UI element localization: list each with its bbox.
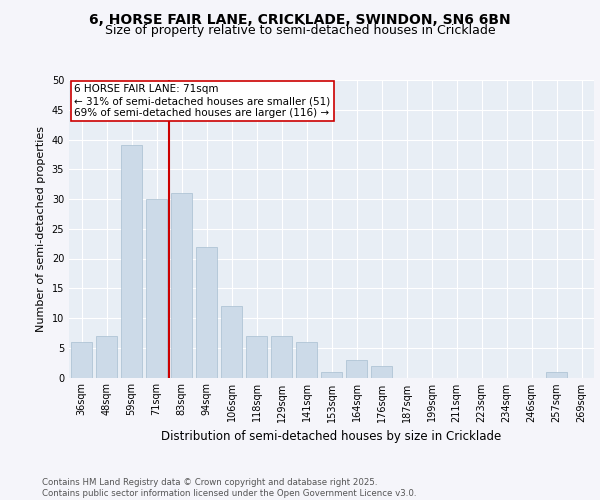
Bar	[371, 366, 392, 378]
Bar	[346, 360, 367, 378]
Y-axis label: Number of semi-detached properties: Number of semi-detached properties	[36, 126, 46, 332]
Bar	[221, 306, 242, 378]
Bar	[146, 199, 167, 378]
Bar	[546, 372, 567, 378]
Bar	[196, 246, 217, 378]
Text: Contains HM Land Registry data © Crown copyright and database right 2025.
Contai: Contains HM Land Registry data © Crown c…	[42, 478, 416, 498]
Bar	[121, 146, 142, 378]
Text: 6, HORSE FAIR LANE, CRICKLADE, SWINDON, SN6 6BN: 6, HORSE FAIR LANE, CRICKLADE, SWINDON, …	[89, 12, 511, 26]
X-axis label: Distribution of semi-detached houses by size in Cricklade: Distribution of semi-detached houses by …	[161, 430, 502, 443]
Text: Size of property relative to semi-detached houses in Cricklade: Size of property relative to semi-detach…	[104, 24, 496, 37]
Bar	[321, 372, 342, 378]
Bar	[96, 336, 117, 378]
Bar	[171, 193, 192, 378]
Bar	[71, 342, 92, 378]
Bar	[246, 336, 267, 378]
Bar	[271, 336, 292, 378]
Text: 6 HORSE FAIR LANE: 71sqm
← 31% of semi-detached houses are smaller (51)
69% of s: 6 HORSE FAIR LANE: 71sqm ← 31% of semi-d…	[74, 84, 331, 117]
Bar	[296, 342, 317, 378]
